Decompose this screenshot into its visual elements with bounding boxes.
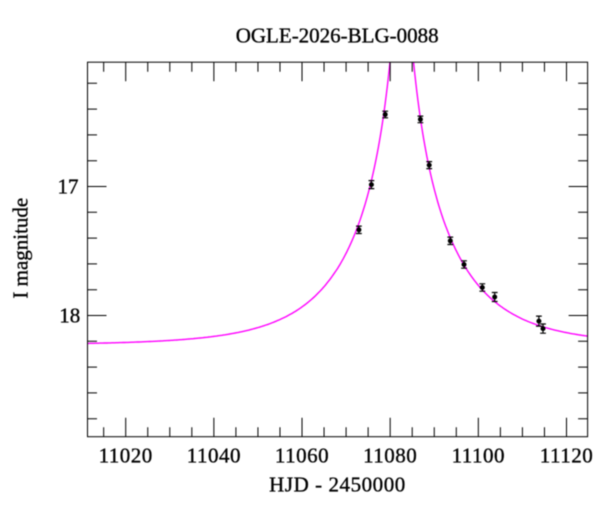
svg-text:11100: 11100 xyxy=(452,444,505,468)
svg-text:18: 18 xyxy=(59,303,80,327)
svg-text:11040: 11040 xyxy=(187,444,241,468)
svg-text:17: 17 xyxy=(58,174,79,198)
svg-text:I magnitude: I magnitude xyxy=(9,198,33,299)
svg-text:OGLE-2026-BLG-0088: OGLE-2026-BLG-0088 xyxy=(236,23,439,47)
svg-text:11120: 11120 xyxy=(540,444,593,468)
svg-text:11060: 11060 xyxy=(275,444,329,468)
svg-text:11020: 11020 xyxy=(99,444,153,468)
svg-text:11080: 11080 xyxy=(363,444,417,468)
svg-text:HJD - 2450000: HJD - 2450000 xyxy=(269,472,406,496)
